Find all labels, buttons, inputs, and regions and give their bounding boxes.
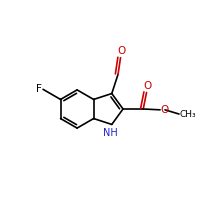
Text: CH₃: CH₃ bbox=[180, 110, 197, 119]
Text: O: O bbox=[161, 105, 169, 115]
Text: F: F bbox=[36, 84, 42, 94]
Text: O: O bbox=[118, 46, 126, 56]
Text: NH: NH bbox=[103, 128, 118, 138]
Text: O: O bbox=[144, 81, 152, 91]
